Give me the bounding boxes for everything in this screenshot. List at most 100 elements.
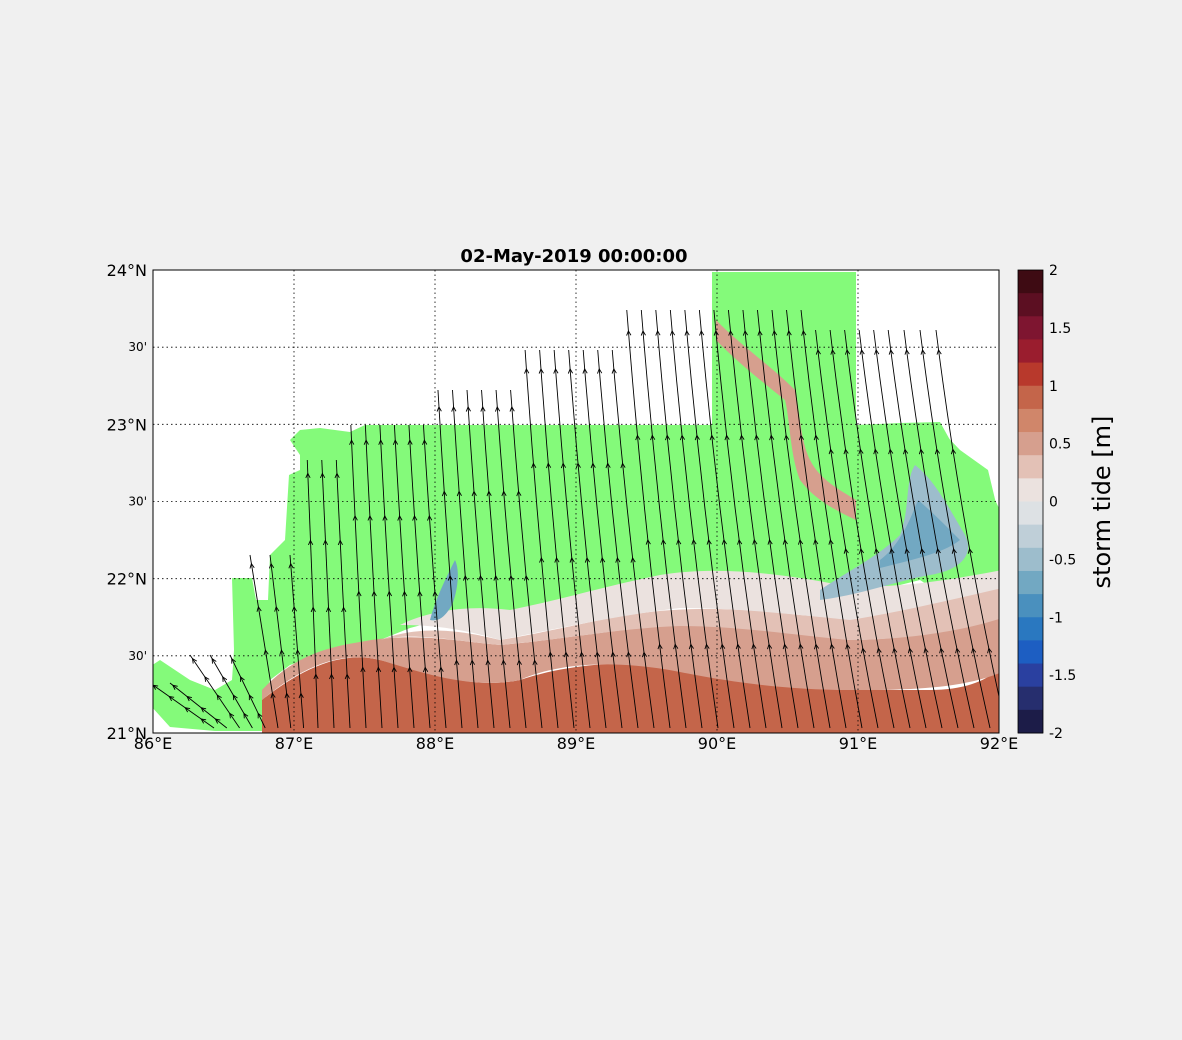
wind-arrowhead	[249, 562, 255, 569]
wind-arrowhead	[582, 367, 588, 374]
wind-arrowhead	[493, 574, 499, 581]
wind-arrowhead	[531, 462, 537, 469]
wind-arrowhead	[694, 434, 700, 441]
wind-streamline	[858, 329, 927, 729]
wind-arrowhead	[386, 590, 393, 597]
wind-arrowhead	[257, 712, 263, 719]
wind-arrowhead	[523, 574, 530, 581]
wind-arrowhead	[322, 539, 329, 546]
wind-arrowhead	[767, 643, 773, 650]
wind-arrowhead	[325, 606, 332, 613]
latitude-tick-labels: 21°N 22°N 23°N 24°N 30' 30' 30'	[107, 261, 147, 743]
colorbar-tick-label: 1	[1049, 379, 1058, 395]
wind-streamline	[249, 554, 279, 729]
wind-arrowhead	[284, 692, 290, 699]
wind-arrowhead	[751, 643, 757, 650]
wind-arrowhead	[298, 692, 304, 699]
wind-arrowhead	[815, 348, 821, 355]
wind-arrowhead	[679, 434, 686, 441]
wind-arrowhead	[341, 606, 347, 613]
wind-arrowhead	[334, 472, 340, 479]
wind-arrowhead	[600, 556, 606, 563]
wind-arrowhead	[611, 367, 617, 374]
wind-streamline	[597, 349, 639, 729]
wind-arrowhead	[567, 367, 574, 374]
colorbar-tick-label: 0	[1049, 495, 1058, 511]
colorbar-swatch	[1018, 316, 1043, 340]
wind-arrowhead	[904, 348, 910, 355]
wind-arrowhead	[669, 329, 676, 336]
colorbar-tick-labels: 2 1.5 1 0.5 0 -0.5 -1 -1.5 -2	[1049, 263, 1076, 742]
colorbar-tick-label: 0.5	[1049, 437, 1071, 453]
wind-arrowhead	[279, 649, 285, 656]
wind-arrowhead	[935, 547, 941, 554]
wind-streamline	[844, 329, 911, 729]
wind-arrowhead	[538, 367, 544, 374]
wind-streamline	[935, 329, 999, 699]
wind-arrowhead	[782, 538, 788, 545]
wind-arrowhead	[772, 329, 778, 336]
wind-arrowhead	[673, 643, 679, 650]
wind-arrowhead	[200, 718, 207, 724]
wind-arrowhead	[329, 673, 335, 680]
longitude-tick-label: 86°E	[134, 734, 172, 753]
surge-negative-hooghly	[430, 560, 458, 621]
wind-arrowhead	[688, 643, 694, 650]
wind-streamline	[815, 329, 879, 729]
wind-arrowhead	[786, 329, 792, 336]
wind-arrowhead	[919, 547, 925, 554]
wind-arrowhead	[728, 329, 734, 336]
wind-arrowhead	[605, 462, 611, 469]
wind-streamline	[466, 389, 495, 729]
wind-arrowhead	[798, 643, 804, 650]
wind-streamline	[169, 682, 228, 729]
wind-arrowhead	[769, 434, 775, 441]
wind-arrowhead	[554, 556, 560, 563]
wind-arrowhead	[546, 462, 552, 469]
wind-streamline	[727, 309, 783, 729]
wind-arrowhead	[516, 490, 522, 497]
wind-arrowhead	[248, 694, 254, 701]
wind-vector-field	[153, 309, 999, 729]
wind-arrowhead	[412, 514, 418, 521]
wind-streamline	[495, 389, 527, 729]
wind-arrowhead	[752, 538, 758, 545]
wind-arrowhead	[971, 647, 977, 654]
wind-arrowhead	[630, 556, 636, 563]
wind-streamline	[510, 389, 543, 729]
wind-arrowhead	[214, 718, 221, 724]
wind-arrowhead	[655, 329, 661, 336]
latitude-minor-tick-label: 30'	[128, 495, 147, 509]
wind-arrowhead	[288, 562, 294, 569]
wind-arrowhead	[407, 666, 413, 673]
wind-streamline	[684, 309, 735, 729]
wind-arrowhead	[553, 367, 559, 374]
longitude-tick-label: 89°E	[557, 734, 595, 753]
wind-streamline	[786, 309, 847, 729]
wind-streamline	[452, 389, 479, 729]
wind-streamline	[887, 329, 959, 729]
wind-arrowhead	[676, 538, 682, 545]
wind-arrowhead	[532, 659, 538, 666]
wind-arrowhead	[843, 547, 849, 554]
wind-arrowhead	[232, 694, 238, 701]
wind-arrowhead	[830, 348, 836, 355]
wind-arrowhead	[784, 434, 790, 441]
surge-negative-east	[820, 465, 969, 600]
latitude-tick-label: 24°N	[107, 261, 147, 280]
wind-arrowhead	[699, 329, 705, 336]
colorbar-swatch	[1018, 478, 1043, 502]
wind-arrowhead	[391, 666, 397, 673]
wind-arrowhead	[243, 712, 249, 719]
wind-arrowhead	[876, 647, 882, 654]
wind-arrowhead	[767, 538, 773, 545]
wind-streamline	[626, 309, 671, 729]
wind-streamline	[335, 459, 351, 729]
wind-streamline	[408, 424, 431, 729]
wind-arrowhead	[337, 539, 343, 546]
wind-arrowhead	[524, 367, 530, 374]
wind-arrowhead	[706, 538, 712, 545]
wind-streamline	[379, 424, 399, 729]
wind-arrowhead	[904, 547, 910, 554]
